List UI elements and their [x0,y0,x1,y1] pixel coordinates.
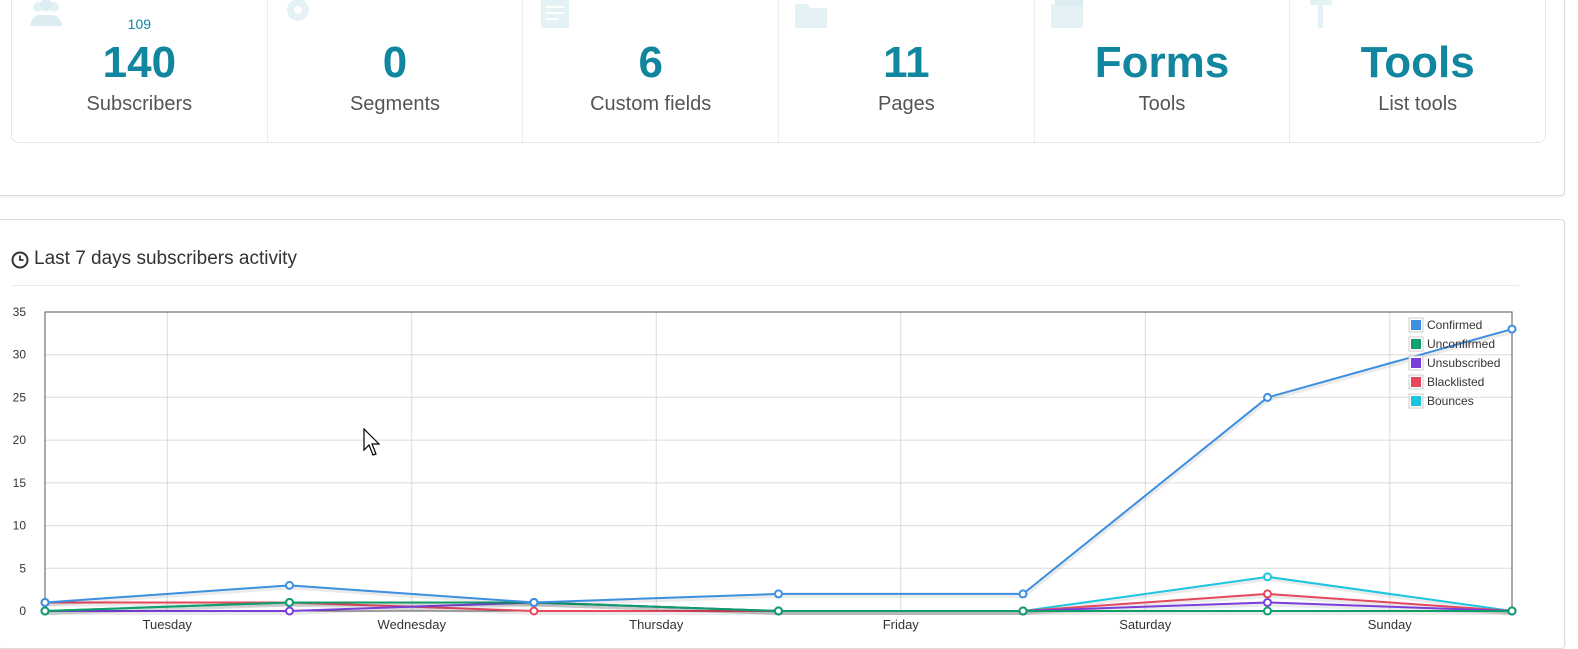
legend-label: Blacklisted [1427,375,1484,389]
stat-value: 11 [883,38,930,87]
data-point-confirmed [1507,324,1517,334]
data-point-unconfirmed [1018,606,1028,616]
data-point-unconfirmed [40,606,50,616]
stat-tools[interactable]: Tools List tools [1290,0,1545,142]
activity-panel: Last 7 days subscribers activity [0,219,1565,649]
stat-label: List tools [1378,93,1458,115]
data-point-unsubscribed [1263,597,1272,607]
stat-label: Tools [1138,93,1186,115]
data-point-bounces [1263,572,1272,582]
stat-label: Segments [349,93,441,115]
legend-label: Unconfirmed [1427,337,1495,351]
gear-icon [284,0,320,28]
x-tick-label: Saturday [1119,617,1172,632]
stat-value: Tools [1360,38,1475,87]
y-tick-label: 35 [13,305,27,319]
y-tick-label: 20 [13,433,27,447]
legend-swatch-unsubscribed [1411,358,1421,368]
panel-title: Last 7 days subscribers activity [34,248,297,269]
panel-header: Last 7 days subscribers activity [11,246,1519,286]
stat-segments[interactable]: 0 Segments [268,0,524,142]
y-tick-label: 0 [19,604,26,618]
stats-box: 109 140 Subscribers 0 Segments 6 Custom … [11,0,1546,143]
data-point-confirmed [774,589,783,599]
forms-icon [1050,0,1087,28]
hammer-icon [1306,0,1342,30]
series-line-shadow [45,329,1514,607]
stat-label: Subscribers [86,93,193,115]
legend-swatch-blacklisted [1411,377,1421,387]
stat-extra: 109 [127,16,152,32]
activity-chart: 0 5 10 15 20 25 30 35 Tuesday Wednesday Thursday Fr… [13,305,1517,632]
y-tick-label: 5 [19,561,26,575]
plot-frame [44,311,1513,612]
mouse-cursor-icon [363,428,381,456]
stat-label: Pages [877,93,935,115]
x-tick-label: Thursday [629,617,684,632]
data-point-unsubscribed [285,606,294,616]
stat-subscribers[interactable]: 109 140 Subscribers [12,0,268,142]
stat-label: Custom fields [590,93,712,115]
data-point-confirmed [40,597,50,607]
data-point-confirmed [529,597,539,607]
legend-swatch-confirmed [1411,320,1421,330]
x-tick-label: Tuesday [143,617,193,632]
x-tick-label: Sunday [1368,617,1413,632]
data-point-unconfirmed [285,597,294,607]
y-tick-label: 30 [13,348,27,362]
legend-label: Bounces [1427,394,1474,408]
data-point-blacklisted [1263,589,1272,599]
y-tick-label: 15 [13,476,27,490]
data-point-blacklisted [529,606,539,616]
stat-value: 6 [638,38,663,87]
series-line-confirmed [44,328,1513,604]
legend-label: Unsubscribed [1427,356,1500,370]
data-point-confirmed [285,580,294,590]
document-icon [539,0,575,28]
stat-pages[interactable]: 11 Pages [779,0,1035,142]
data-point-unconfirmed [774,606,783,616]
users-icon [28,0,64,28]
x-tick-label: Wednesday [378,617,447,632]
stat-value: Forms [1094,38,1230,87]
x-tick-label: Friday [883,617,920,632]
stats-panel: 109 140 Subscribers 0 Segments 6 Custom … [0,0,1565,196]
data-point-confirmed [1263,392,1272,402]
data-point-unconfirmed [1507,606,1517,616]
folder-icon [795,0,831,28]
data-point-confirmed [1018,589,1028,599]
stat-forms[interactable]: Forms Tools [1035,0,1291,142]
legend-swatch-bounces [1411,396,1421,406]
data-point-unconfirmed [1263,606,1272,616]
stat-value: 140 [102,38,177,87]
stat-value: 0 [382,38,408,87]
clock-icon [11,251,29,269]
legend-swatch-unconfirmed [1411,339,1421,349]
y-tick-label: 25 [13,390,27,404]
legend-label: Confirmed [1427,318,1482,332]
y-tick-label: 10 [13,519,27,533]
stat-custom-fields[interactable]: 6 Custom fields [523,0,780,142]
